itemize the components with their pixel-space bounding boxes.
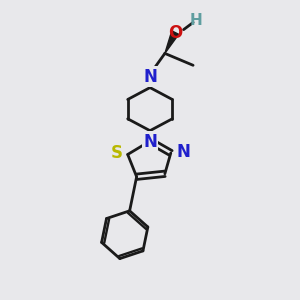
Text: S: S [110, 144, 122, 162]
Text: H: H [190, 13, 202, 28]
Text: N: N [176, 143, 190, 161]
Text: N: N [143, 133, 157, 151]
Text: N: N [143, 68, 157, 85]
Text: O: O [168, 24, 182, 42]
Polygon shape [165, 31, 179, 53]
